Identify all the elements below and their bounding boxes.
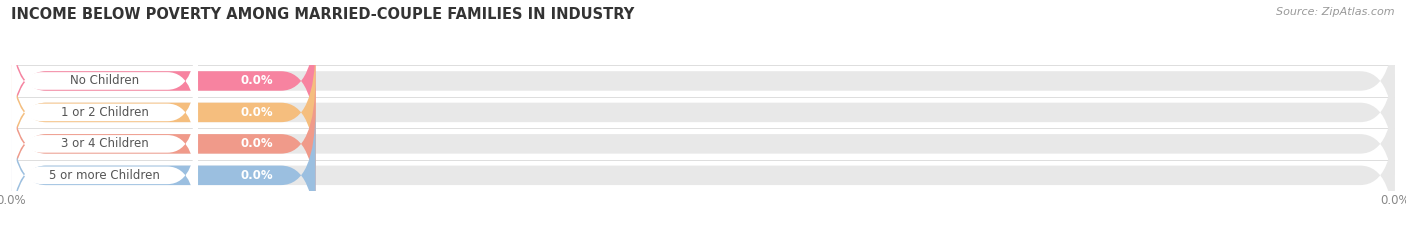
Text: 1 or 2 Children: 1 or 2 Children	[60, 106, 149, 119]
Text: 0.0%: 0.0%	[240, 106, 273, 119]
FancyBboxPatch shape	[11, 21, 198, 141]
FancyBboxPatch shape	[11, 52, 198, 173]
Text: INCOME BELOW POVERTY AMONG MARRIED-COUPLE FAMILIES IN INDUSTRY: INCOME BELOW POVERTY AMONG MARRIED-COUPL…	[11, 7, 634, 22]
FancyBboxPatch shape	[11, 44, 315, 181]
Text: No Children: No Children	[70, 75, 139, 87]
FancyBboxPatch shape	[11, 115, 198, 233]
Text: 0.0%: 0.0%	[240, 137, 273, 150]
Text: 3 or 4 Children: 3 or 4 Children	[60, 137, 149, 150]
FancyBboxPatch shape	[11, 12, 1395, 150]
Text: 0.0%: 0.0%	[240, 169, 273, 182]
FancyBboxPatch shape	[11, 83, 198, 204]
Text: Source: ZipAtlas.com: Source: ZipAtlas.com	[1277, 7, 1395, 17]
FancyBboxPatch shape	[11, 12, 315, 150]
FancyBboxPatch shape	[11, 44, 1395, 181]
FancyBboxPatch shape	[11, 106, 315, 233]
Text: 5 or more Children: 5 or more Children	[49, 169, 160, 182]
FancyBboxPatch shape	[11, 75, 315, 213]
FancyBboxPatch shape	[11, 106, 1395, 233]
Text: 0.0%: 0.0%	[240, 75, 273, 87]
FancyBboxPatch shape	[11, 75, 1395, 213]
